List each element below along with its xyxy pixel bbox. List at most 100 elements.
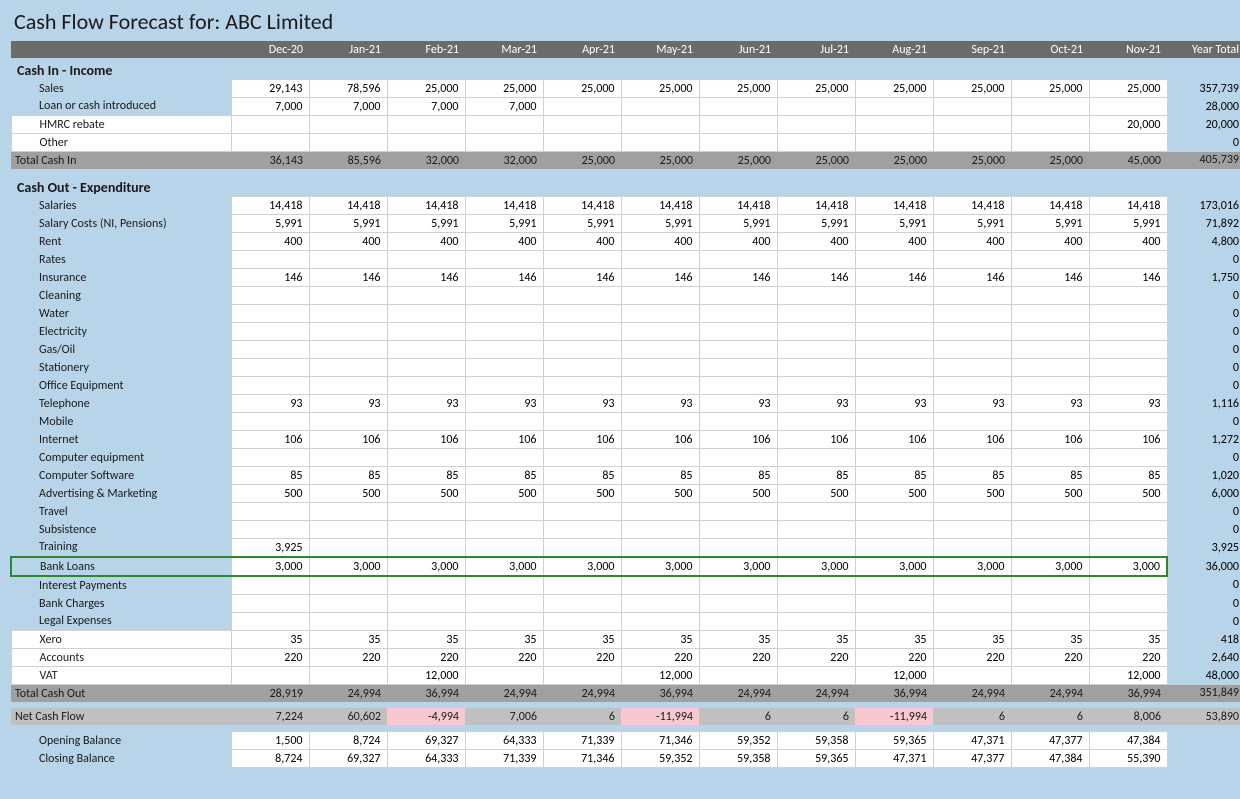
data-cell[interactable] [621, 413, 699, 431]
data-cell[interactable]: 12,000 [1089, 667, 1167, 685]
data-cell[interactable]: 106 [1011, 431, 1089, 449]
data-cell[interactable]: 35 [699, 631, 777, 649]
data-cell[interactable]: 220 [387, 649, 465, 667]
data-cell[interactable]: 400 [933, 233, 1011, 251]
data-cell[interactable] [777, 503, 855, 521]
data-cell[interactable] [777, 595, 855, 613]
data-cell[interactable]: 5,991 [621, 215, 699, 233]
data-cell[interactable]: 35 [387, 631, 465, 649]
data-cell[interactable] [855, 305, 933, 323]
data-cell[interactable] [621, 377, 699, 395]
data-cell[interactable] [855, 613, 933, 631]
data-cell[interactable] [543, 413, 621, 431]
data-cell[interactable]: 14,418 [933, 197, 1011, 215]
balance-cell[interactable]: 59,358 [777, 732, 855, 750]
data-cell[interactable] [543, 251, 621, 269]
data-cell[interactable] [1089, 251, 1167, 269]
data-cell[interactable]: 400 [543, 233, 621, 251]
data-cell[interactable]: 14,418 [309, 197, 387, 215]
data-cell[interactable] [543, 595, 621, 613]
data-cell[interactable] [387, 359, 465, 377]
data-cell[interactable]: 500 [933, 485, 1011, 503]
data-cell[interactable] [777, 576, 855, 595]
data-cell[interactable]: 5,991 [309, 215, 387, 233]
data-cell[interactable] [1011, 413, 1089, 431]
data-cell[interactable]: 7,000 [387, 98, 465, 116]
balance-cell[interactable]: 64,333 [465, 732, 543, 750]
data-cell[interactable] [387, 323, 465, 341]
data-cell[interactable] [309, 116, 387, 134]
data-cell[interactable] [621, 503, 699, 521]
data-cell[interactable]: 14,418 [777, 197, 855, 215]
data-cell[interactable] [231, 413, 309, 431]
data-cell[interactable]: 146 [1089, 269, 1167, 287]
data-cell[interactable]: 3,000 [1011, 557, 1089, 576]
data-cell[interactable] [543, 377, 621, 395]
data-cell[interactable] [543, 98, 621, 116]
data-cell[interactable]: 220 [621, 649, 699, 667]
data-cell[interactable]: 500 [387, 485, 465, 503]
data-cell[interactable] [933, 98, 1011, 116]
data-cell[interactable] [621, 576, 699, 595]
data-cell[interactable]: 500 [699, 485, 777, 503]
data-cell[interactable] [777, 287, 855, 305]
data-cell[interactable]: 146 [855, 269, 933, 287]
data-cell[interactable]: 220 [1089, 649, 1167, 667]
data-cell[interactable]: 93 [699, 395, 777, 413]
data-cell[interactable]: 20,000 [1089, 116, 1167, 134]
data-cell[interactable] [777, 116, 855, 134]
data-cell[interactable]: 400 [1011, 233, 1089, 251]
data-cell[interactable]: 106 [543, 431, 621, 449]
data-cell[interactable]: 85 [699, 467, 777, 485]
data-cell[interactable]: 35 [309, 631, 387, 649]
data-cell[interactable] [621, 539, 699, 558]
data-cell[interactable] [699, 377, 777, 395]
balance-cell[interactable]: 59,352 [699, 732, 777, 750]
data-cell[interactable] [621, 305, 699, 323]
data-cell[interactable] [1011, 667, 1089, 685]
data-cell[interactable]: 400 [387, 233, 465, 251]
data-cell[interactable] [465, 359, 543, 377]
data-cell[interactable] [699, 323, 777, 341]
data-cell[interactable] [777, 359, 855, 377]
data-cell[interactable]: 93 [309, 395, 387, 413]
data-cell[interactable] [933, 134, 1011, 152]
data-cell[interactable] [465, 134, 543, 152]
data-cell[interactable]: 14,418 [465, 197, 543, 215]
data-cell[interactable] [1011, 539, 1089, 558]
data-cell[interactable]: 5,991 [231, 215, 309, 233]
data-cell[interactable]: 400 [231, 233, 309, 251]
data-cell[interactable]: 3,000 [231, 557, 309, 576]
data-cell[interactable]: 85 [231, 467, 309, 485]
data-cell[interactable] [933, 251, 1011, 269]
data-cell[interactable] [231, 613, 309, 631]
data-cell[interactable]: 3,000 [543, 557, 621, 576]
data-cell[interactable] [543, 613, 621, 631]
data-cell[interactable] [1011, 323, 1089, 341]
data-cell[interactable] [543, 341, 621, 359]
data-cell[interactable]: 85 [543, 467, 621, 485]
data-cell[interactable]: 5,991 [387, 215, 465, 233]
data-cell[interactable] [777, 98, 855, 116]
data-cell[interactable]: 106 [777, 431, 855, 449]
balance-cell[interactable]: 69,327 [387, 732, 465, 750]
data-cell[interactable] [933, 449, 1011, 467]
data-cell[interactable]: 220 [933, 649, 1011, 667]
data-cell[interactable]: 500 [231, 485, 309, 503]
data-cell[interactable] [699, 503, 777, 521]
data-cell[interactable] [309, 323, 387, 341]
data-cell[interactable] [855, 134, 933, 152]
data-cell[interactable] [699, 341, 777, 359]
data-cell[interactable]: 3,000 [387, 557, 465, 576]
data-cell[interactable] [1089, 323, 1167, 341]
balance-cell[interactable]: 47,377 [933, 750, 1011, 768]
data-cell[interactable] [465, 116, 543, 134]
data-cell[interactable] [933, 576, 1011, 595]
balance-cell[interactable]: 59,365 [777, 750, 855, 768]
data-cell[interactable] [465, 576, 543, 595]
data-cell[interactable] [309, 595, 387, 613]
data-cell[interactable]: 93 [387, 395, 465, 413]
data-cell[interactable] [777, 413, 855, 431]
data-cell[interactable]: 85 [855, 467, 933, 485]
data-cell[interactable] [699, 134, 777, 152]
